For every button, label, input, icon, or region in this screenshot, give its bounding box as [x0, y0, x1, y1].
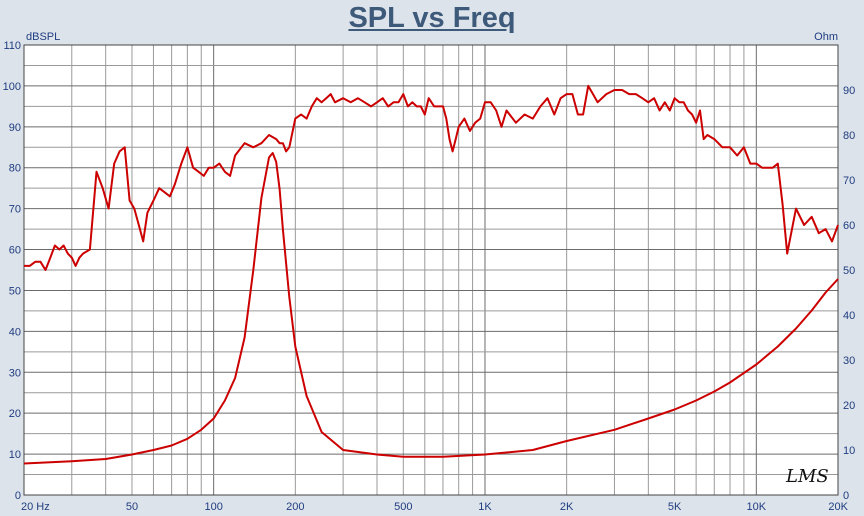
- chart-title: SPL vs Freq: [348, 2, 516, 34]
- x-tick-label: 100: [204, 501, 222, 513]
- y-tick-label-left: 30: [9, 367, 21, 379]
- y-tick-label-left: 100: [3, 81, 21, 93]
- x-tick-label: 1K: [478, 501, 492, 513]
- y-tick-label-right: 10: [843, 445, 855, 457]
- y-tick-label-left: 40: [9, 326, 21, 338]
- y-tick-label-right: 20: [843, 400, 855, 412]
- y-tick-label-right: 70: [843, 175, 855, 187]
- y-tick-label-left: 50: [9, 285, 21, 297]
- x-tick-label: 50: [126, 501, 138, 513]
- x-tick-label: 20K: [828, 501, 848, 513]
- y-tick-label-right: 50: [843, 265, 855, 277]
- y-tick-label-right: 80: [843, 130, 855, 142]
- y-tick-label-right: 40: [843, 310, 855, 322]
- y-tick-label-left: 70: [9, 204, 21, 216]
- y-tick-label-left: 60: [9, 245, 21, 257]
- left-axis-label: dBSPL: [26, 31, 60, 43]
- right-axis-label: Ohm: [814, 31, 838, 43]
- y-tick-label-left: 10: [9, 449, 21, 461]
- x-tick-label: 20 Hz: [21, 501, 50, 513]
- y-tick-label-left: 0: [15, 490, 21, 502]
- x-tick-label: 2K: [560, 501, 574, 513]
- y-tick-label-right: 90: [843, 85, 855, 97]
- spl-curve: [24, 84, 839, 271]
- impedance-curve: [23, 152, 839, 465]
- x-tick-label: 5K: [668, 501, 682, 513]
- y-tick-label-left: 110: [3, 40, 21, 52]
- y-tick-label-left: 90: [9, 122, 21, 134]
- x-tick-label: 500: [394, 501, 412, 513]
- y-tick-label-right: 0: [843, 490, 849, 502]
- y-tick-label-right: 30: [843, 355, 855, 367]
- plot-frame: [23, 44, 839, 496]
- y-tick-label-right: 60: [843, 220, 855, 232]
- x-tick-label: 10K: [747, 501, 767, 513]
- y-tick-label-left: 20: [9, 408, 21, 420]
- lms-watermark: LMS: [786, 466, 829, 487]
- x-tick-label: 200: [286, 501, 304, 513]
- y-tick-label-left: 80: [9, 163, 21, 175]
